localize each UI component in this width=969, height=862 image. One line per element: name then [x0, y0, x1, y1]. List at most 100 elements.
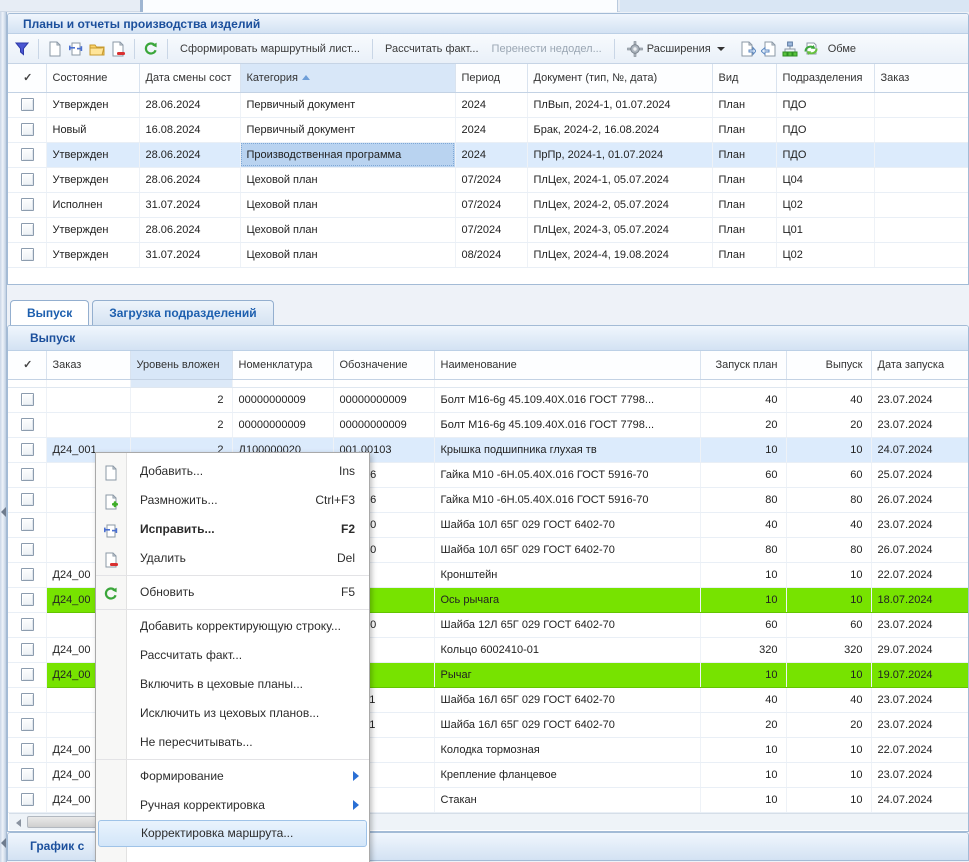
- row-checkbox[interactable]: [21, 123, 35, 136]
- column-header[interactable]: Запуск план: [700, 351, 787, 380]
- column-header[interactable]: Состояние: [46, 64, 140, 93]
- plans-table-row[interactable]: Исполнен 31.07.2024 Цеховой план 07/2024 ПлЦ…: [8, 192, 968, 218]
- splitter-collapse-icon[interactable]: [1, 838, 6, 848]
- context-menu-item[interactable]: Включить в цеховые планы...: [96, 670, 369, 699]
- row-checkbox[interactable]: [21, 98, 35, 111]
- context-menu-item[interactable]: Ins Добавить...: [96, 457, 369, 486]
- context-menu-item[interactable]: F2 Исправить...: [96, 515, 369, 544]
- toolbar-separator: [38, 38, 39, 59]
- row-checkbox-cell: [8, 462, 47, 488]
- row-checkbox[interactable]: [21, 618, 35, 631]
- table-cell: 25.07.2024: [871, 462, 968, 488]
- left-splitter[interactable]: [0, 12, 7, 862]
- context-menu-item[interactable]: Формирование: [96, 762, 369, 791]
- table-cell: 28.06.2024: [139, 142, 241, 168]
- row-checkbox[interactable]: [21, 248, 35, 261]
- tab-zagruzka[interactable]: Загрузка подразделений: [92, 300, 274, 325]
- table-cell: 23.07.2024: [871, 512, 968, 538]
- context-menu-item[interactable]: F5 Обновить: [96, 578, 369, 607]
- row-checkbox[interactable]: [21, 148, 35, 161]
- column-header[interactable]: Документ (тип, №, дата): [527, 64, 713, 93]
- row-checkbox-cell: [8, 512, 47, 538]
- exchange-button[interactable]: Обме: [827, 42, 857, 55]
- column-header-check[interactable]: ✓: [8, 64, 47, 93]
- row-checkbox[interactable]: [21, 443, 35, 456]
- table-cell: Цеховой план: [240, 167, 456, 193]
- row-checkbox[interactable]: [21, 768, 35, 781]
- scroll-left-button[interactable]: [11, 816, 25, 829]
- row-checkbox[interactable]: [21, 543, 35, 556]
- row-checkbox[interactable]: [21, 418, 35, 431]
- row-checkbox-cell: [8, 437, 47, 463]
- exchange-icon[interactable]: [803, 41, 819, 57]
- refresh-icon[interactable]: [143, 41, 159, 57]
- tabs-bar: Выпуск Загрузка подразделений: [10, 299, 274, 325]
- row-checkbox[interactable]: [21, 668, 35, 681]
- column-header[interactable]: Номенклатура: [232, 351, 334, 380]
- tab-vypusk[interactable]: Выпуск: [10, 300, 90, 325]
- row-checkbox[interactable]: [21, 693, 35, 706]
- edit-document-icon[interactable]: [68, 41, 84, 57]
- delete-document-icon[interactable]: [110, 41, 126, 57]
- column-header[interactable]: Подразделения: [776, 64, 875, 93]
- context-menu-item[interactable]: Исключить из цеховых планов...: [96, 699, 369, 728]
- row-checkbox[interactable]: [21, 743, 35, 756]
- row-checkbox[interactable]: [21, 198, 35, 211]
- output-table-row[interactable]: 2 00000000009 00000000009 Болт М16-6g 45.10…: [8, 412, 968, 438]
- column-header[interactable]: Обозначение: [333, 351, 435, 380]
- hierarchy-icon[interactable]: [782, 41, 798, 57]
- move-unfinished-button[interactable]: Перенести недодел...: [491, 42, 602, 55]
- plans-table-row[interactable]: Утвержден 28.06.2024 Первичный документ 202…: [8, 92, 968, 118]
- row-checkbox[interactable]: [21, 793, 35, 806]
- plans-table-row[interactable]: Утвержден 28.06.2024 Цеховой план 07/2024 Пл…: [8, 217, 968, 243]
- row-checkbox-cell: [8, 92, 47, 118]
- row-checkbox[interactable]: [21, 468, 35, 481]
- table-cell: План: [712, 117, 777, 143]
- plans-table-row[interactable]: Утвержден 28.06.2024 Производственная прог…: [8, 142, 968, 168]
- context-menu-item[interactable]: Добавить корректирующую строку...: [96, 612, 369, 641]
- row-checkbox[interactable]: [21, 718, 35, 731]
- context-menu: Ins Добавить... Ctrl+F3 Размножить... F2 Испр…: [95, 452, 370, 862]
- context-menu-item[interactable]: Корректировка маршрута...: [98, 820, 367, 847]
- context-menu-item[interactable]: Рассчитать факт...: [96, 641, 369, 670]
- column-header[interactable]: Дата запуска: [871, 351, 968, 380]
- row-checkbox[interactable]: [21, 568, 35, 581]
- table-cell: 40: [786, 687, 872, 713]
- column-header[interactable]: Наименование: [434, 351, 701, 380]
- row-checkbox[interactable]: [21, 518, 35, 531]
- context-menu-item[interactable]: Не пересчитывать...: [96, 728, 369, 757]
- form-route-list-button[interactable]: Сформировать маршрутный лист...: [180, 42, 360, 55]
- new-document-icon[interactable]: [47, 41, 63, 57]
- export-document-icon[interactable]: [740, 41, 757, 57]
- filter-icon[interactable]: [14, 41, 30, 57]
- splitter-collapse-icon[interactable]: [1, 507, 6, 517]
- column-header-check[interactable]: ✓: [8, 351, 47, 380]
- column-header[interactable]: Выпуск: [786, 351, 872, 380]
- row-checkbox[interactable]: [21, 493, 35, 506]
- row-checkbox[interactable]: [21, 393, 35, 406]
- column-header[interactable]: Заказ: [874, 64, 968, 93]
- column-header[interactable]: Заказ: [46, 351, 131, 380]
- column-header[interactable]: Период: [455, 64, 528, 93]
- output-table-row[interactable]: 2 00000000009 00000000009 Болт М16-6g 45.10…: [8, 387, 968, 413]
- column-header[interactable]: Категория: [240, 64, 456, 93]
- context-menu-item[interactable]: Del Удалить: [96, 544, 369, 573]
- column-header[interactable]: Вид: [712, 64, 777, 93]
- import-document-icon[interactable]: [759, 41, 777, 57]
- table-cell: 07/2024: [455, 167, 528, 193]
- extensions-button[interactable]: Расширения: [623, 39, 729, 59]
- row-checkbox[interactable]: [21, 173, 35, 186]
- row-checkbox[interactable]: [21, 223, 35, 236]
- plans-table-row[interactable]: Утвержден 31.07.2024 Цеховой план 08/2024 Пл…: [8, 242, 968, 268]
- plans-table-row[interactable]: Новый 16.08.2024 Первичный документ 2024 Бра…: [8, 117, 968, 143]
- context-menu-item[interactable]: Ctrl+F3 Размножить...: [96, 486, 369, 515]
- context-menu-item[interactable]: Ручная корректировка: [96, 791, 369, 820]
- column-header[interactable]: Уровень вложен: [130, 351, 233, 380]
- table-cell: Исполнен: [46, 192, 140, 218]
- column-header[interactable]: Дата смены сост: [139, 64, 241, 93]
- open-folder-icon[interactable]: [89, 41, 105, 57]
- plans-table-row[interactable]: Утвержден 28.06.2024 Цеховой план 07/2024 Пл…: [8, 167, 968, 193]
- row-checkbox[interactable]: [21, 643, 35, 656]
- row-checkbox[interactable]: [21, 593, 35, 606]
- calc-fact-button[interactable]: Рассчитать факт...: [384, 42, 479, 55]
